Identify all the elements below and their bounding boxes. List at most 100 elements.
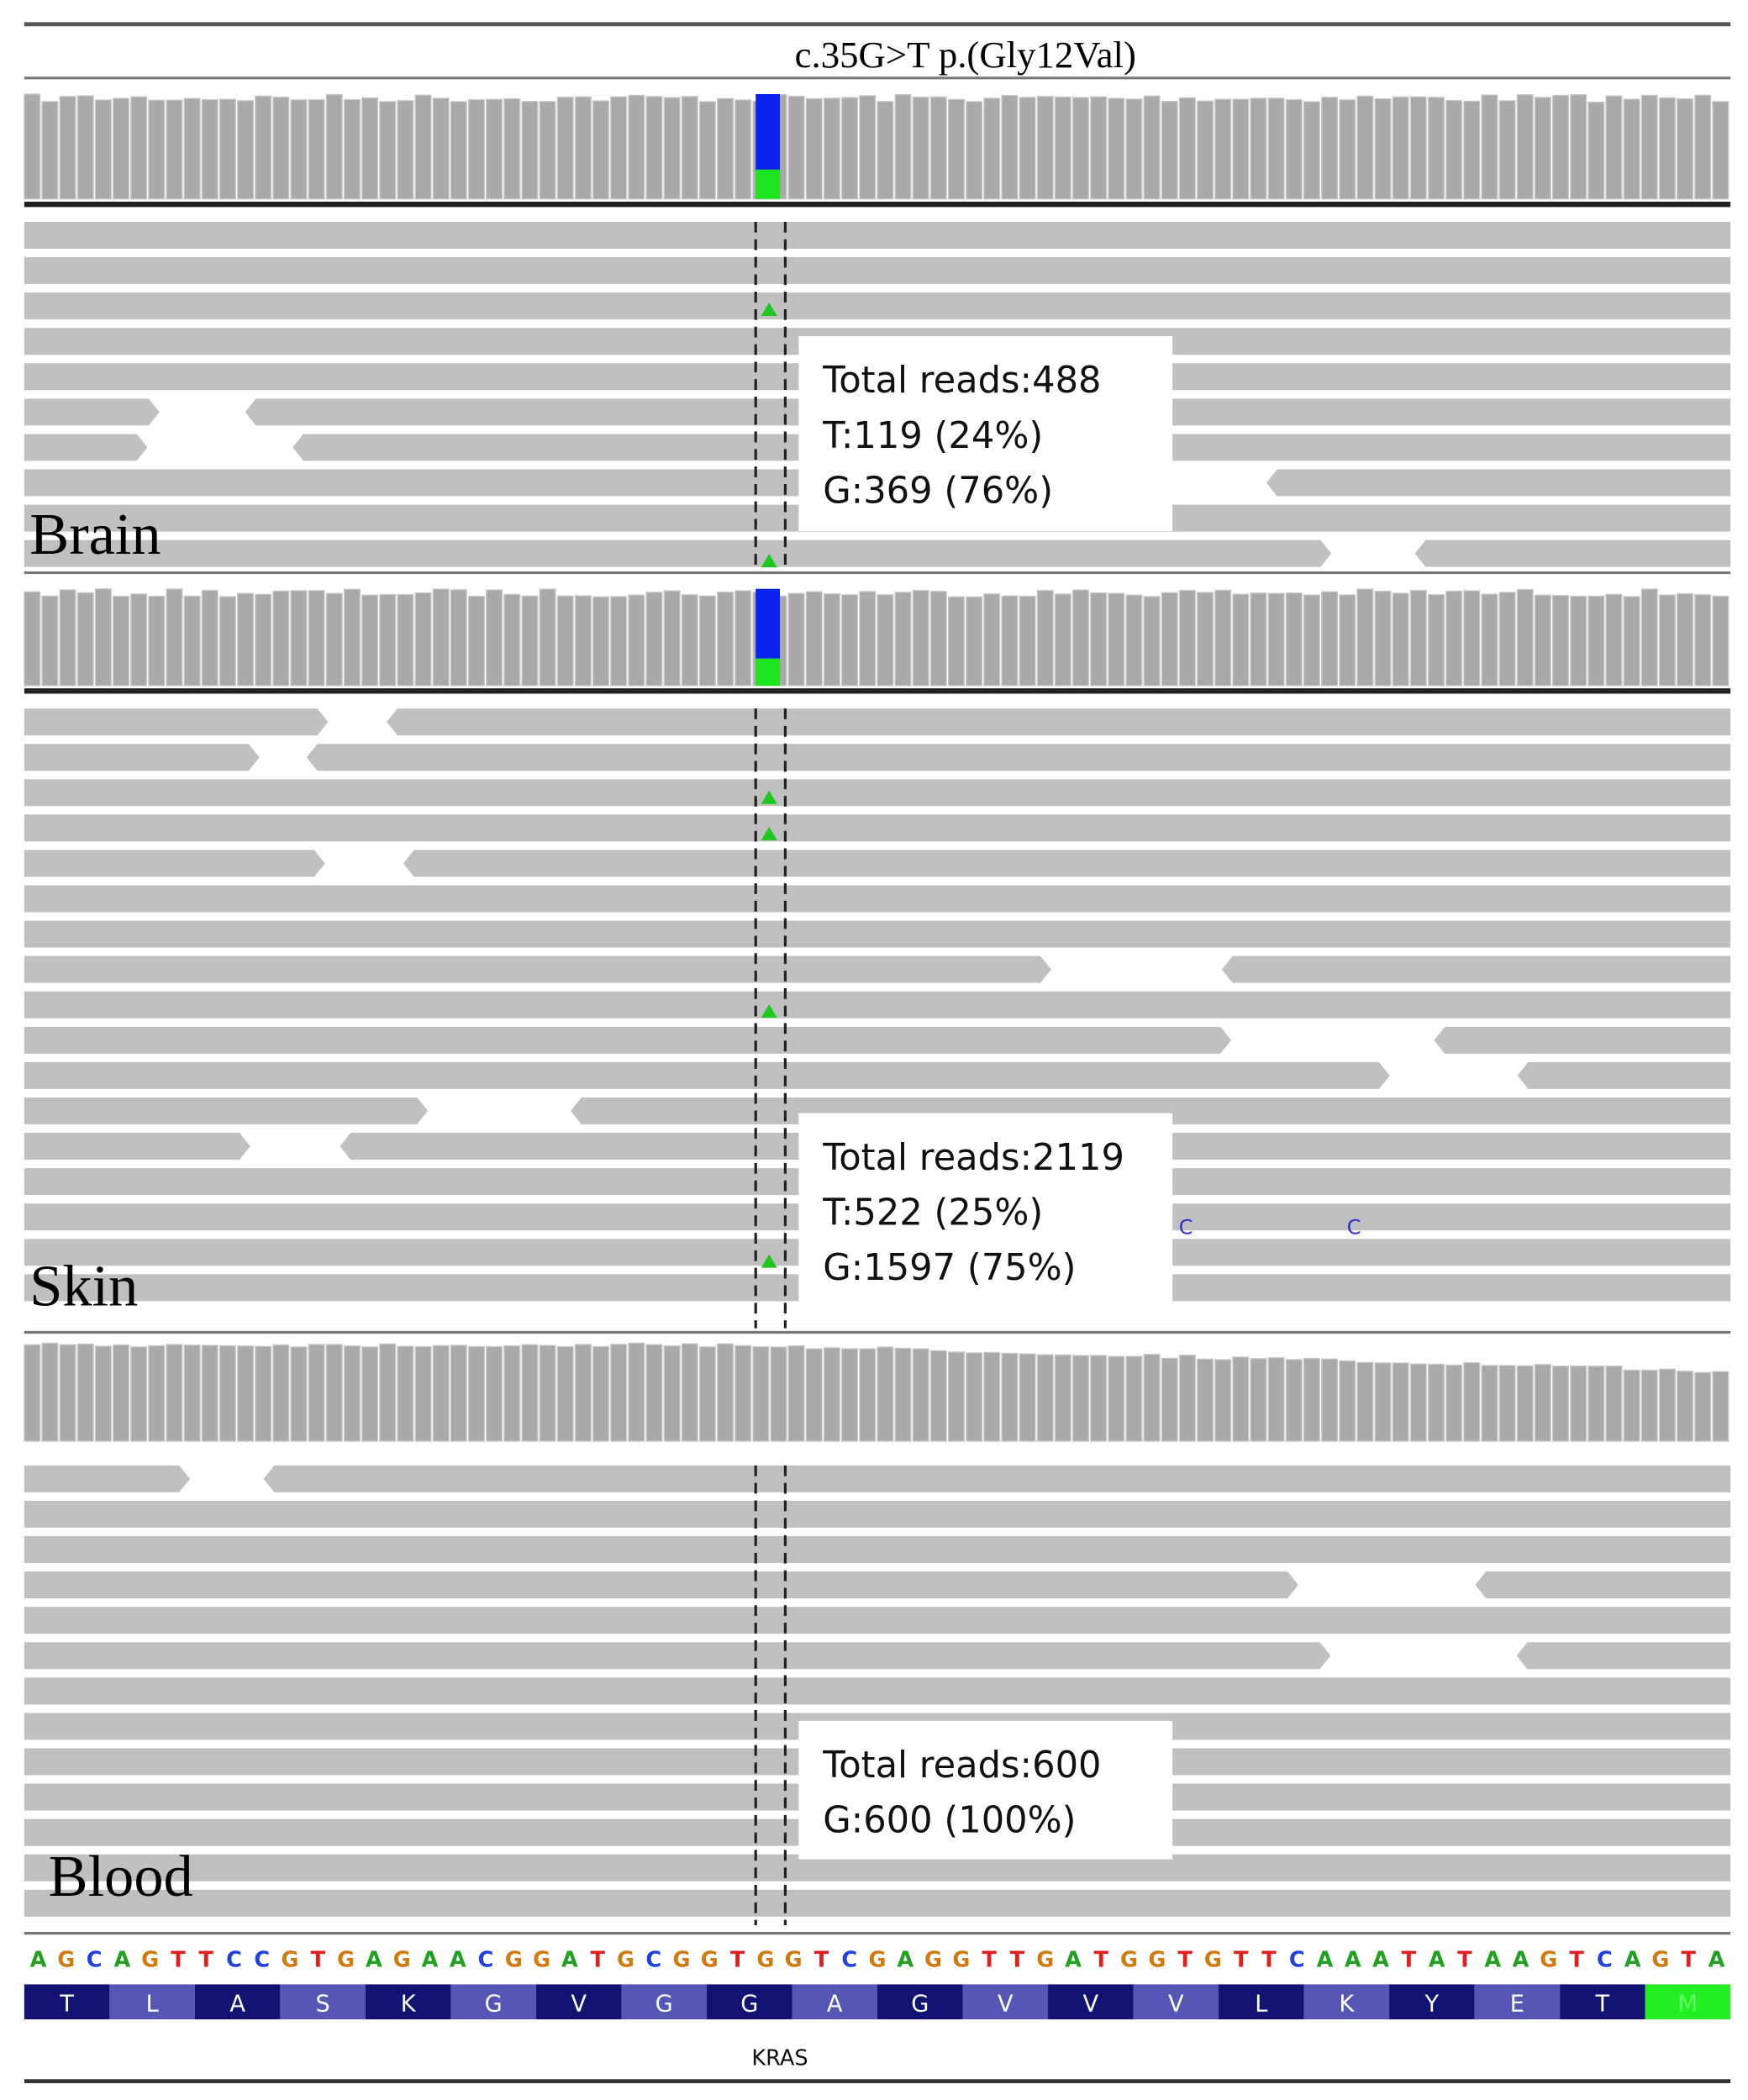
coverage-bar (1516, 1365, 1534, 1442)
coverage-bar (308, 1344, 325, 1442)
coverage-bar (1036, 96, 1054, 200)
coverage-bar (1498, 1365, 1516, 1442)
read (1414, 539, 1731, 567)
coverage-bar (947, 596, 965, 687)
coverage-bar (503, 97, 521, 200)
coverage-bar (734, 590, 752, 687)
sequence-base: A (113, 1948, 130, 1973)
coverage-bar (1623, 98, 1640, 200)
coverage-bar (521, 1344, 539, 1442)
coverage-bar (717, 97, 734, 200)
stats-line: G:600 (100%) (823, 1800, 1076, 1842)
coverage-bar (1712, 101, 1730, 200)
read (1516, 1642, 1731, 1670)
coverage-bar (112, 595, 130, 687)
coverage-bar (841, 1348, 859, 1442)
coverage-bar (628, 1342, 645, 1442)
coverage-bar (1125, 594, 1143, 687)
coverage-bar (1694, 1371, 1712, 1442)
mismatch-mark (761, 1004, 777, 1018)
amino-acid-block (450, 1984, 536, 2020)
coverage-bar (1071, 589, 1090, 687)
coverage-bar (1551, 94, 1570, 200)
sequence-base: A (1345, 1948, 1361, 1973)
coverage-bar (1570, 1365, 1587, 1442)
coverage-bar (201, 98, 218, 200)
read (403, 850, 1731, 877)
coverage-bar (805, 1348, 823, 1442)
sequence-base: T (590, 1948, 605, 1973)
coverage-bar (1178, 97, 1196, 200)
coverage-bar (877, 101, 894, 200)
coverage-bar (823, 97, 840, 200)
read (263, 1465, 1731, 1492)
coverage-bar (486, 98, 503, 200)
coverage-bar (1445, 590, 1463, 687)
coverage-bar (1197, 100, 1214, 200)
coverage-bar (1108, 1355, 1125, 1442)
coverage-bar (1321, 97, 1339, 200)
amino-acid-block (1389, 1984, 1475, 2020)
coverage-bar (1036, 1354, 1054, 1442)
coverage-bar (894, 93, 912, 200)
coverage-bar (94, 588, 112, 687)
coverage-bar (645, 96, 663, 200)
coverage-bar (76, 592, 94, 687)
sequence-base: A (897, 1948, 913, 1973)
sequence-base: C (254, 1948, 270, 1973)
coverage-bar (1534, 594, 1551, 687)
amino-acid-block (1645, 1984, 1731, 2020)
amino-acid: E (1510, 1991, 1524, 2017)
coverage-bar (1054, 593, 1071, 687)
coverage-bar (1019, 97, 1036, 200)
read (24, 1536, 1731, 1564)
coverage-bar (272, 1344, 290, 1442)
coverage-bar (325, 93, 343, 200)
coverage-bar (112, 1344, 130, 1442)
coverage-bar (521, 595, 539, 687)
coverage-bar (503, 1345, 521, 1442)
sequence-base: G (952, 1948, 970, 1973)
sequence-base: A (422, 1948, 439, 1973)
coverage-bar (539, 1345, 556, 1442)
sequence-base: A (561, 1948, 578, 1973)
coverage-bar (1285, 98, 1303, 200)
coverage-bar (166, 1344, 183, 1442)
read (387, 708, 1731, 736)
coverage-bar (966, 596, 983, 687)
sequence-base: G (57, 1948, 75, 1973)
coverage-bar (1125, 1355, 1143, 1442)
amino-acid: G (911, 1991, 929, 2017)
coverage-bar (1019, 1353, 1036, 1442)
coverage-bar (450, 589, 467, 687)
read (1517, 1061, 1731, 1089)
coverage-bar (432, 97, 450, 200)
coverage-bar (218, 596, 236, 687)
coverage-bar (343, 98, 361, 200)
coverage-bar (1108, 97, 1125, 200)
sequence-base: A (1513, 1948, 1530, 1973)
coverage-bar (1339, 99, 1356, 200)
coverage-bar (1374, 97, 1392, 200)
stats-line: T:522 (25%) (822, 1192, 1043, 1234)
coverage-bar (592, 596, 610, 687)
read (24, 1677, 1731, 1705)
coverage-bar (592, 1345, 610, 1442)
read (24, 398, 160, 426)
read (24, 257, 1731, 285)
coverage-bar (361, 1346, 379, 1442)
coverage-bar (183, 1345, 201, 1442)
sequence-base: C (478, 1948, 494, 1973)
sequence-base: T (1234, 1948, 1249, 1973)
coverage-bar (1623, 1369, 1640, 1442)
sequence-base: G (533, 1948, 550, 1973)
coverage-bar (414, 592, 432, 687)
coverage-bar (1285, 1359, 1303, 1442)
coverage-bar (467, 595, 485, 687)
coverage-bar (1001, 595, 1019, 687)
coverage-bar (503, 593, 521, 687)
mismatch-mark (761, 790, 777, 804)
amino-acid-block (877, 1984, 963, 2020)
coverage-bar (1658, 594, 1676, 687)
sequence-base: G (785, 1948, 803, 1973)
